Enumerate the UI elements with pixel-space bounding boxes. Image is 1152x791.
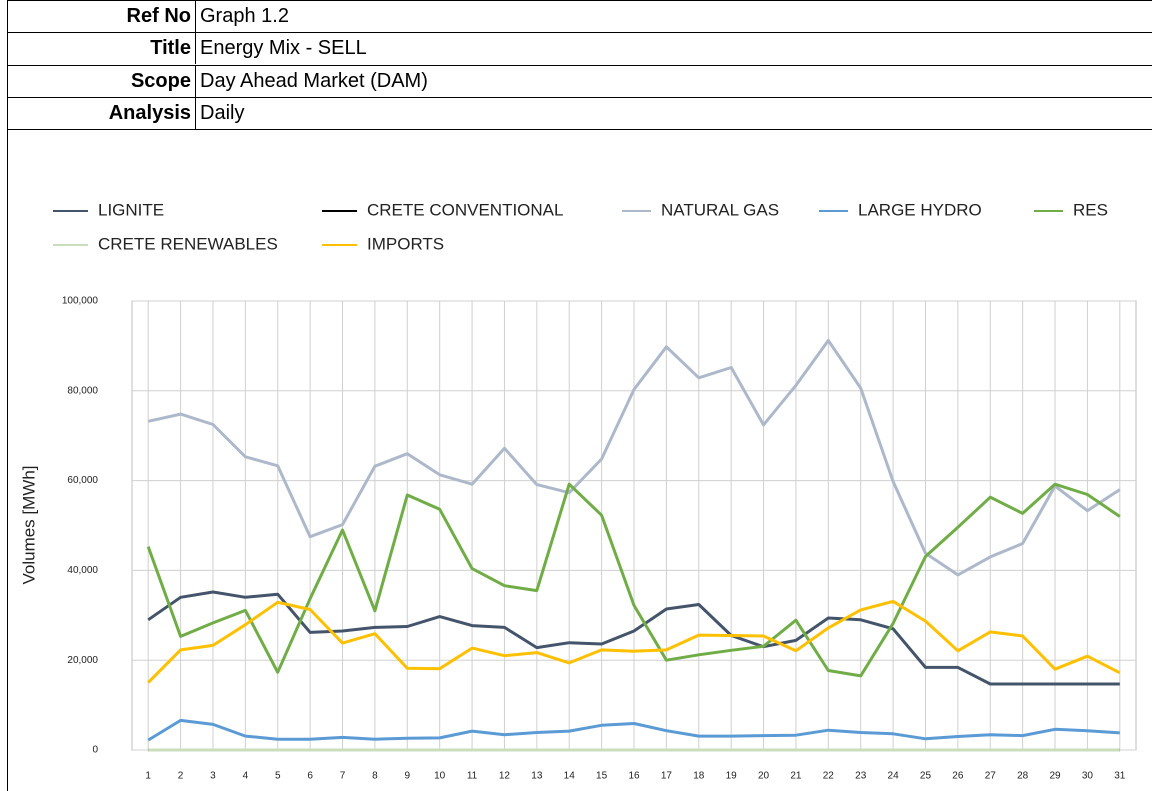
x-tick-label: 13 <box>531 771 543 782</box>
series-line <box>147 339 1121 577</box>
info-label: Title <box>7 33 196 65</box>
x-tick-label: 12 <box>499 771 511 782</box>
x-tick-label: 31 <box>1114 771 1126 782</box>
info-row: Analysis Daily <box>7 96 1152 129</box>
info-label: Scope <box>7 65 196 97</box>
x-tick-label: 30 <box>1082 771 1094 782</box>
info-label: Ref No <box>7 1 196 32</box>
info-row: Scope Day Ahead Market (DAM) <box>7 64 1152 97</box>
info-row: Title Energy Mix - SELL <box>7 32 1152 65</box>
info-label: Analysis <box>7 97 196 129</box>
x-tick-label: 1 <box>145 771 151 782</box>
legend-label: CRETE RENEWABLES <box>98 234 278 253</box>
x-tick-label: 25 <box>920 771 932 782</box>
x-tick-label: 15 <box>596 771 608 782</box>
x-tick-label: 28 <box>1017 771 1029 782</box>
x-tick-label: 2 <box>178 771 184 782</box>
x-tick-label: 19 <box>726 771 738 782</box>
x-tick-label: 6 <box>307 771 313 782</box>
y-tick-label: 80,000 <box>67 385 98 396</box>
x-tick-label: 22 <box>823 771 835 782</box>
info-value: Graph 1.2 <box>200 5 289 27</box>
x-tick-label: 5 <box>275 771 281 782</box>
y-tick-label: 40,000 <box>67 565 98 576</box>
y-tick-label: 0 <box>92 745 98 756</box>
legend-label: NATURAL GAS <box>661 200 779 219</box>
x-tick-label: 18 <box>693 771 705 782</box>
border <box>7 129 1152 130</box>
legend-label: LIGNITE <box>98 200 164 219</box>
info-value: Daily <box>200 101 245 124</box>
x-tick-label: 23 <box>855 771 867 782</box>
x-tick-label: 24 <box>888 771 900 782</box>
series-line <box>146 482 1121 678</box>
x-tick-label: 29 <box>1049 771 1061 782</box>
x-tick-label: 11 <box>467 771 478 782</box>
border <box>7 0 8 791</box>
series-line <box>147 718 1120 742</box>
x-tick-label: 4 <box>243 771 249 782</box>
x-tick-label: 8 <box>372 771 378 782</box>
y-tick-label: 20,000 <box>67 655 98 666</box>
x-tick-label: 14 <box>564 771 576 782</box>
y-tick-label: 100,000 <box>62 296 99 307</box>
legend-label: LARGE HYDRO <box>858 200 982 219</box>
x-tick-label: 21 <box>790 771 802 782</box>
x-tick-label: 3 <box>210 771 216 782</box>
x-tick-label: 9 <box>405 771 411 782</box>
y-tick-label: 60,000 <box>67 475 98 486</box>
info-value: Energy Mix - SELL <box>200 37 367 60</box>
x-tick-label: 7 <box>340 771 346 782</box>
legend-label: IMPORTS <box>367 234 444 253</box>
legend-label: RES <box>1073 200 1108 219</box>
info-row: Ref No Graph 1.2 <box>7 0 1152 32</box>
x-tick-label: 10 <box>434 771 446 782</box>
series-line <box>147 599 1121 684</box>
legend-label: CRETE CONVENTIONAL <box>367 200 563 219</box>
x-tick-label: 20 <box>758 771 770 782</box>
x-tick-label: 16 <box>628 771 640 782</box>
x-tick-label: 17 <box>661 771 673 782</box>
series-line <box>147 590 1120 686</box>
y-axis-label: Volumes [MWh] <box>19 465 38 584</box>
x-tick-label: 27 <box>985 771 997 782</box>
info-value: Day Ahead Market (DAM) <box>200 69 428 92</box>
x-tick-label: 26 <box>952 771 964 782</box>
